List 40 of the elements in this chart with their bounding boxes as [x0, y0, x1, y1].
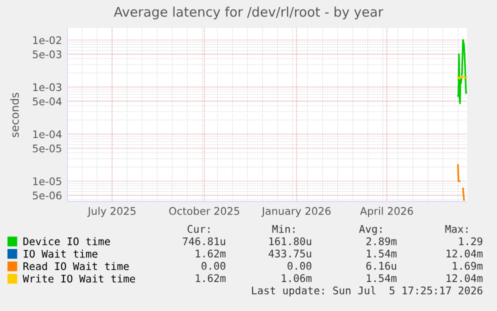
- text: Cur:: [188, 225, 210, 233]
- chart-title: Average latency for /dev/rl/root - by year: [114, 6, 384, 20]
- x-tick-label: October 2025: [169, 206, 240, 215]
- x-tick-label: July 2025: [87, 206, 136, 217]
- x-tick-label: April 2026: [360, 206, 413, 217]
- text: 746.81u: [182, 237, 226, 246]
- y-tick-label: 1e-05: [33, 177, 62, 186]
- legend-label: Read IO Wait time: [23, 262, 129, 270]
- y-tick-label: 5e-06: [32, 192, 62, 200]
- line-series: [457, 39, 467, 104]
- text: 1.62m: [196, 274, 226, 282]
- text: 1.06m: [282, 274, 312, 282]
- text: 1.29: [459, 237, 482, 246]
- text: Last update: Sun Jul 5 17:25:17 2026: [252, 286, 482, 296]
- text: 0.00: [288, 262, 312, 270]
- y-tick-label: 1e-02: [33, 36, 62, 44]
- text: 12.04m: [446, 274, 483, 282]
- legend-label: IO Wait time: [24, 250, 98, 258]
- text: 161.80u: [269, 237, 312, 246]
- y-tick-label: 1e-04: [33, 130, 62, 138]
- text: 1.54m: [366, 250, 397, 258]
- text: 1.69m: [452, 262, 483, 270]
- text: 1.54m: [366, 274, 397, 282]
- legend-label: Write IO Wait time: [22, 274, 136, 283]
- y-tick-label: 5e-04: [32, 97, 62, 106]
- text: Min:: [272, 224, 294, 233]
- y-tick-label: 5e-03: [32, 50, 62, 58]
- text: 0.00: [202, 262, 226, 270]
- text: 433.75u: [268, 250, 312, 258]
- text: Max:: [445, 225, 468, 233]
- y-tick-label: 5e-05: [32, 144, 62, 152]
- text: 1.62m: [196, 250, 226, 258]
- y-tick-label: 1e-03: [33, 83, 62, 92]
- text: 2.89m: [366, 237, 397, 246]
- x-tick-label: January 2026: [261, 207, 331, 217]
- text: 12.04m: [446, 250, 483, 258]
- text: Avg:: [359, 225, 382, 235]
- legend-label: Device IO time: [23, 237, 110, 246]
- text: 6.16u: [366, 262, 396, 270]
- y-axis-title: seconds: [10, 92, 19, 138]
